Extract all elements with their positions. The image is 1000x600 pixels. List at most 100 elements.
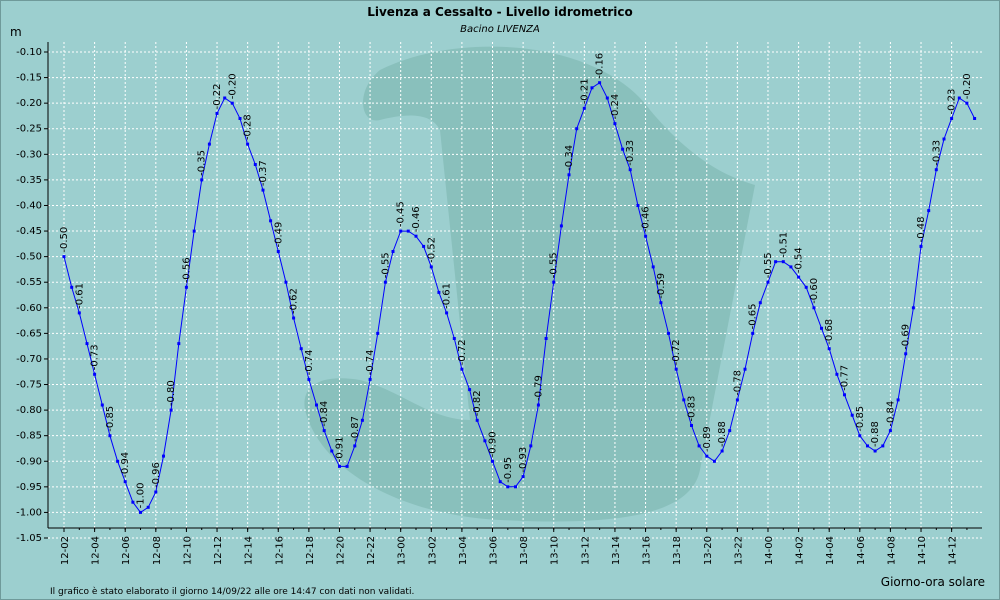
y-tick-label: -0.25	[16, 124, 42, 135]
axes	[47, 42, 982, 529]
data-point	[544, 337, 548, 340]
data-point	[896, 398, 900, 402]
data-label: -0.95	[503, 457, 514, 483]
data-label: -0.62	[289, 288, 300, 314]
x-tick-label: 13-08	[519, 536, 530, 565]
data-point	[605, 96, 609, 100]
data-point	[207, 142, 211, 146]
chart-title: Livenza a Cessalto - Livello idrometrico	[367, 5, 633, 19]
data-point	[108, 434, 112, 438]
data-point	[498, 480, 502, 484]
x-tick-label: 14-10	[917, 536, 928, 565]
data-label: -0.74	[304, 350, 315, 376]
data-point	[835, 372, 839, 376]
data-label: -0.68	[824, 319, 835, 345]
data-label: -0.33	[625, 140, 636, 166]
data-point	[100, 403, 104, 407]
data-label: -0.48	[916, 217, 927, 243]
data-label: -0.79	[533, 375, 544, 401]
data-label: -0.89	[702, 426, 713, 452]
x-tick-label: 13-12	[580, 536, 591, 565]
x-tick-label: 12-02	[60, 536, 71, 565]
data-point	[636, 204, 640, 207]
data-label: -0.61	[74, 283, 85, 309]
data-point	[445, 311, 449, 315]
data-point	[376, 331, 380, 335]
data-label: -0.82	[472, 390, 483, 416]
grid	[48, 42, 982, 539]
data-label: -0.28	[243, 114, 254, 140]
data-label: -0.91	[335, 437, 346, 463]
data-point	[391, 250, 395, 253]
y-tick-label: -0.60	[16, 303, 42, 314]
data-label: -0.90	[488, 431, 499, 457]
y-tick-label: -0.90	[16, 456, 42, 467]
data-point	[85, 342, 89, 346]
data-point	[804, 285, 808, 289]
data-point	[131, 500, 135, 504]
data-point	[506, 485, 510, 489]
x-tick-label: 13-22	[733, 536, 744, 565]
data-point	[529, 444, 533, 448]
data-point	[246, 142, 250, 146]
data-point	[766, 280, 770, 284]
data-point	[93, 372, 97, 376]
data-point	[674, 367, 678, 371]
y-tick-label: -0.85	[16, 431, 42, 442]
data-point	[307, 377, 311, 381]
data-point	[965, 101, 969, 105]
data-label: -0.87	[350, 416, 361, 442]
data-label: -0.51	[778, 232, 789, 258]
data-point	[70, 285, 74, 289]
x-tick-label: 14-06	[856, 536, 867, 565]
data-point	[743, 367, 747, 371]
x-axis-label: Giorno-ora solare	[881, 575, 985, 589]
data-point	[720, 449, 724, 453]
data-point	[77, 311, 81, 315]
data-point	[116, 459, 120, 463]
data-point	[866, 444, 869, 448]
data-point	[735, 398, 739, 402]
data-point	[812, 306, 816, 310]
data-point	[338, 464, 341, 468]
data-point	[162, 454, 165, 458]
data-point	[950, 117, 954, 120]
data-point	[911, 306, 915, 310]
data-point	[881, 444, 885, 448]
y-tick-label: -0.45	[16, 226, 42, 237]
x-tick-label: 13-16	[642, 536, 653, 565]
data-label: -0.24	[610, 94, 621, 120]
x-tick-label: 14-08	[886, 536, 897, 565]
data-point	[177, 342, 181, 346]
data-point	[552, 280, 556, 284]
data-label: -0.21	[579, 78, 590, 104]
data-point	[613, 122, 617, 126]
data-point	[360, 418, 364, 422]
data-point	[383, 280, 387, 284]
x-tick-label: 12-20	[335, 536, 346, 565]
data-label: -0.20	[227, 73, 238, 99]
data-point	[904, 352, 908, 356]
data-point	[146, 505, 150, 509]
y-tick-label: -0.20	[16, 98, 42, 109]
data-point	[927, 209, 931, 213]
x-tick-label: 13-20	[703, 536, 714, 565]
data-point	[368, 377, 372, 381]
data-label: -0.22	[212, 84, 223, 110]
data-point	[215, 111, 219, 115]
data-label: -0.78	[732, 370, 743, 396]
data-point	[559, 224, 563, 228]
data-point	[200, 178, 204, 182]
data-point	[123, 480, 127, 484]
data-point	[590, 86, 594, 90]
x-tick-label: 13-06	[489, 536, 500, 565]
data-point	[276, 250, 280, 253]
data-label: -0.54	[794, 247, 805, 273]
data-point	[919, 244, 923, 248]
footer-note: Il grafico è stato elaborato il giorno 1…	[50, 586, 414, 597]
data-label: -0.23	[947, 89, 958, 115]
data-point	[521, 475, 525, 479]
data-label: -0.84	[885, 401, 896, 427]
data-point	[575, 127, 579, 131]
